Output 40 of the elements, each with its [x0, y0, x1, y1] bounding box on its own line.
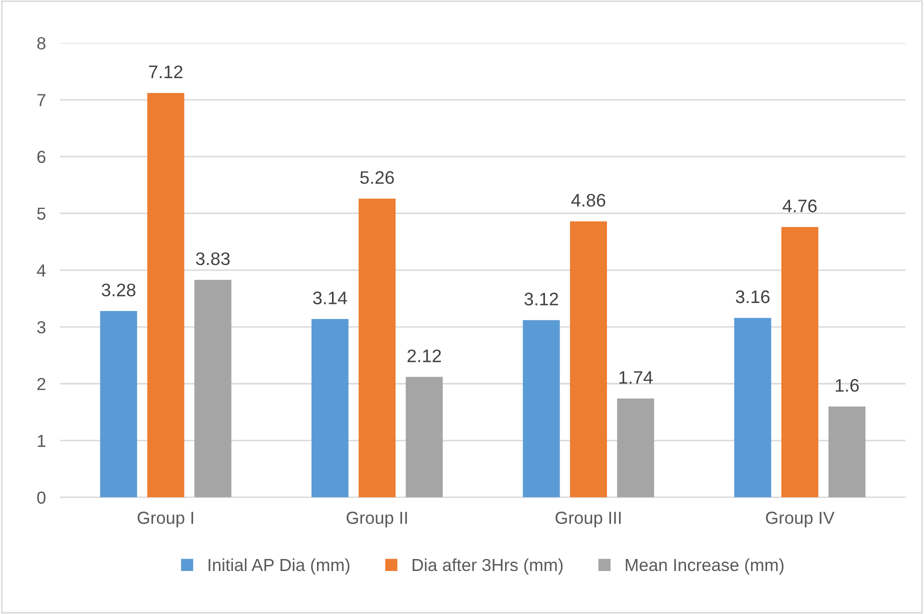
data-label: 3.83 [196, 252, 230, 266]
data-label: 3.16 [736, 290, 770, 304]
y-tick-label: 6 [37, 150, 46, 164]
y-tick-label: 7 [37, 94, 46, 106]
data-label: 5.26 [360, 171, 394, 184]
y-tick-label: 2 [37, 378, 46, 390]
legend-label: Mean Increase (mm) [626, 558, 784, 575]
data-label: 4.76 [782, 200, 817, 212]
data-label: 1.6 [836, 379, 859, 392]
data-label: 4.86 [571, 194, 606, 207]
y-tick-label: 3 [37, 321, 46, 334]
x-tick-label: Group I [138, 512, 194, 528]
data-label: 3.14 [313, 292, 348, 304]
bar [406, 376, 443, 498]
bar [311, 319, 348, 498]
bar [100, 311, 138, 498]
data-label: 1.74 [619, 371, 653, 384]
y-tick-label: 1 [38, 434, 46, 447]
data-label: 3.28 [102, 284, 136, 296]
bar [828, 406, 866, 498]
data-label: 3.12 [524, 292, 558, 306]
legend-label: Dia after 3Hrs (mm) [412, 558, 563, 575]
bar [570, 221, 607, 498]
x-tick-label: Group IV [766, 512, 835, 528]
y-tick-label: 0 [37, 492, 46, 504]
legend-label: Initial AP Dia (mm) [208, 558, 350, 575]
bar [358, 198, 396, 498]
bar [147, 92, 184, 498]
bar [781, 226, 818, 498]
bar [522, 320, 560, 498]
bar [734, 318, 772, 498]
x-tick-label: Group III [556, 512, 621, 528]
data-label: 7.12 [149, 65, 182, 78]
y-tick-label: 5 [37, 208, 46, 220]
x-tick-label: Group II [346, 512, 407, 528]
bar [617, 398, 654, 498]
data-label: 2.12 [408, 349, 441, 362]
y-tick-label: 8 [37, 37, 46, 50]
bar [194, 280, 232, 498]
y-tick-label: 4 [36, 264, 46, 276]
